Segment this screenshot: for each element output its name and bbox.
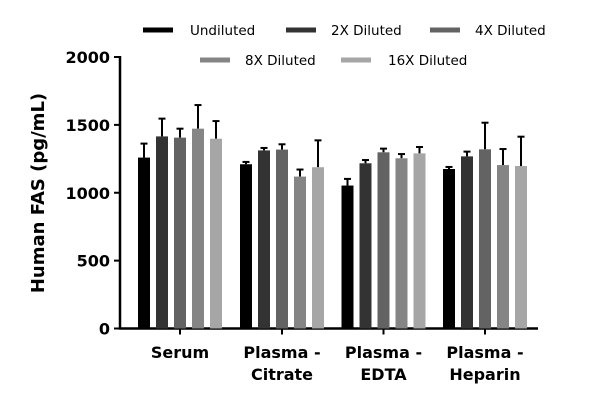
bar-8x-diluted — [395, 158, 408, 329]
x-tick-label: Plasma - — [446, 343, 523, 362]
bar-8x-diluted — [497, 165, 509, 329]
bar-undiluted — [341, 185, 354, 329]
bar-undiluted — [138, 157, 150, 329]
y-tick-label: 0 — [99, 320, 110, 339]
bar-4x-diluted — [377, 152, 390, 329]
y-tick-label: 1500 — [65, 116, 110, 135]
bar-2x-diluted — [359, 163, 372, 329]
bar-undiluted — [443, 168, 455, 329]
x-tick-label: Plasma - — [345, 343, 422, 362]
bar-4x-diluted — [174, 137, 186, 329]
bar-4x-diluted — [479, 149, 491, 329]
x-tick-label: Plasma - — [243, 343, 320, 362]
bar-16x-diluted — [413, 153, 426, 329]
bar-2x-diluted — [461, 156, 473, 329]
bar-2x-diluted — [258, 150, 270, 329]
x-tick-label: EDTA — [360, 365, 407, 384]
legend-swatch — [341, 57, 371, 63]
legend-label: 2X Diluted — [331, 23, 402, 39]
legend-label: 16X Diluted — [388, 53, 467, 69]
legend-swatch — [200, 57, 230, 63]
legend-swatch — [430, 27, 460, 33]
bar-8x-diluted — [192, 128, 204, 329]
legend-label: 8X Diluted — [245, 53, 316, 69]
y-tick-label: 2000 — [65, 48, 110, 67]
legend-label: 4X Diluted — [475, 23, 546, 39]
bar-8x-diluted — [294, 176, 306, 329]
x-tick-label: Heparin — [449, 365, 520, 384]
bar-16x-diluted — [210, 138, 222, 329]
x-tick-label: Serum — [151, 343, 209, 362]
y-axis-label: Human FAS (pg/mL) — [28, 93, 49, 293]
bar-undiluted — [240, 164, 252, 329]
legend-swatch — [286, 27, 316, 33]
bar-4x-diluted — [276, 149, 288, 329]
x-tick-label: Citrate — [251, 365, 313, 384]
legend-swatch — [143, 27, 173, 33]
bar-16x-diluted — [515, 166, 527, 329]
y-tick-label: 1000 — [65, 184, 110, 203]
y-tick-label: 500 — [77, 252, 110, 271]
bar-2x-diluted — [156, 136, 168, 329]
legend-label: Undiluted — [190, 23, 255, 39]
bar-16x-diluted — [312, 167, 324, 329]
